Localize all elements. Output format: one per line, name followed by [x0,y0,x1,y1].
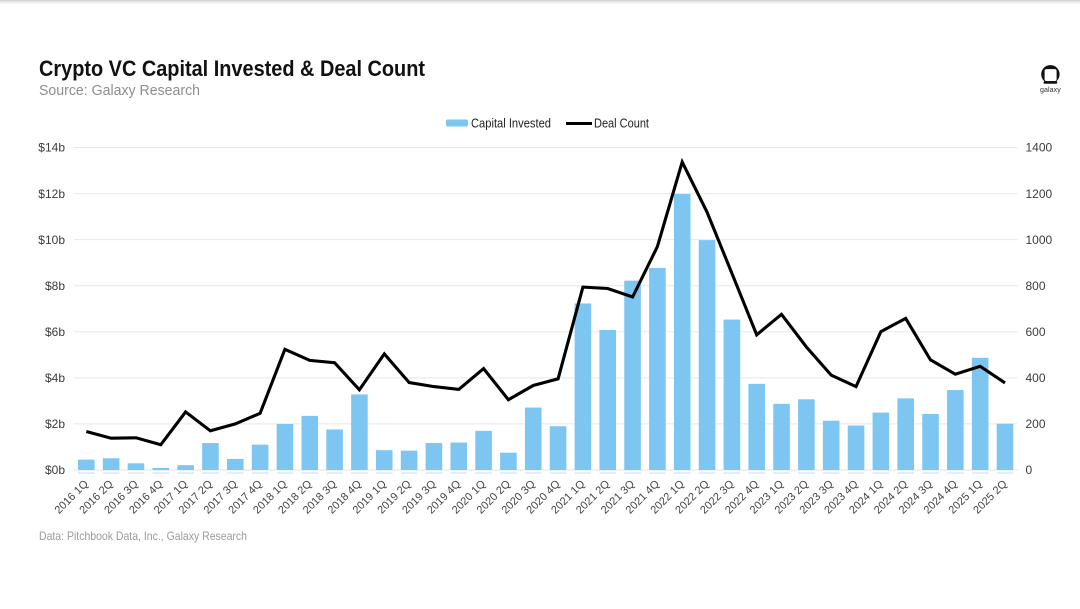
svg-text:$12b: $12b [38,187,65,201]
svg-text:$14b: $14b [38,141,65,155]
svg-text:800: 800 [1026,279,1046,293]
svg-text:$2b: $2b [45,417,65,431]
svg-text:Source: Galaxy Research: Source: Galaxy Research [39,83,200,99]
svg-text:0: 0 [1026,463,1033,477]
svg-text:Capital Invested: Capital Invested [471,117,551,131]
svg-text:Data: Pitchbook Data, Inc., Ga: Data: Pitchbook Data, Inc., Galaxy Resea… [39,529,247,543]
svg-text:$8b: $8b [45,279,65,293]
svg-text:$0b: $0b [45,463,65,477]
svg-text:600: 600 [1026,325,1046,339]
svg-text:Crypto VC Capital Invested & D: Crypto VC Capital Invested & Deal Count [39,56,425,81]
svg-text:1400: 1400 [1026,141,1053,155]
svg-text:Deal Count: Deal Count [594,117,649,131]
svg-text:$4b: $4b [45,371,65,385]
svg-text:1200: 1200 [1026,187,1053,201]
svg-text:$10b: $10b [38,233,65,247]
svg-text:400: 400 [1026,371,1046,385]
svg-text:1000: 1000 [1026,233,1053,247]
svg-text:200: 200 [1026,417,1046,431]
svg-text:$6b: $6b [45,325,65,339]
svg-text:galaxy: galaxy [1040,87,1061,94]
